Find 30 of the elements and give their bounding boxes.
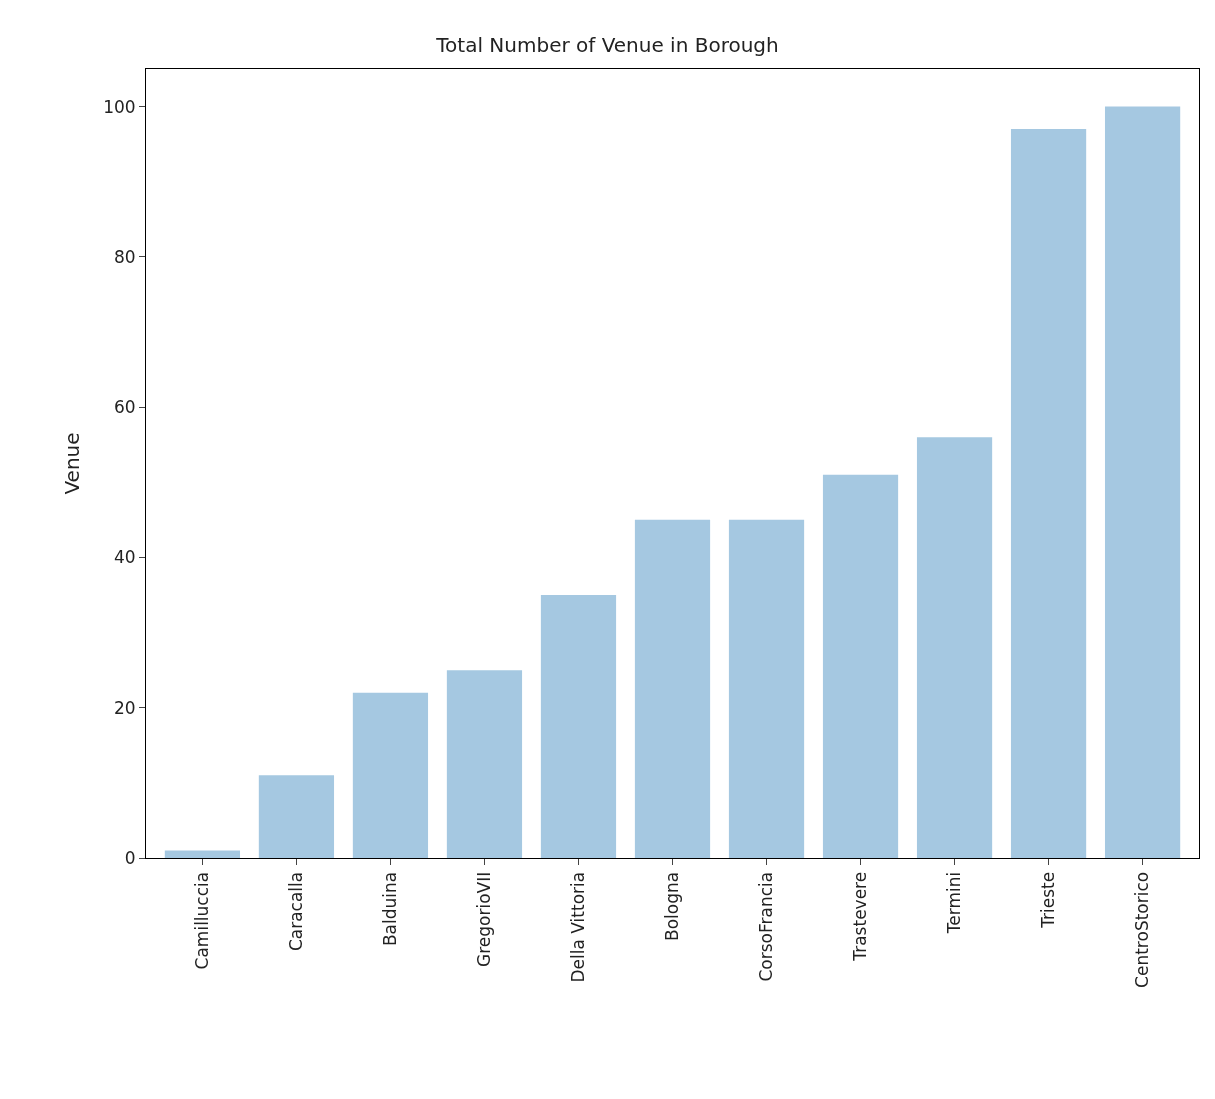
y-tick-label: 100: [103, 96, 136, 117]
bar: [1010, 129, 1087, 858]
bar: [1104, 106, 1181, 858]
x-tick-label: Camilluccia: [191, 871, 212, 970]
bar: [822, 474, 899, 858]
y-tick-label: 40: [113, 547, 136, 568]
x-tick-label: Balduina: [379, 871, 400, 947]
bar: [446, 670, 523, 858]
bar: [916, 437, 993, 858]
bar: [540, 595, 617, 858]
chart-title: Total Number of Venue in Borough: [435, 33, 779, 57]
bar: [728, 519, 805, 858]
x-tick-label: Bologna: [662, 871, 683, 941]
y-tick-label: 0: [124, 847, 136, 868]
x-tick-label: Della Vittoria: [568, 871, 589, 983]
x-tick-label: Trieste: [1038, 871, 1059, 929]
x-tick-label: Termini: [944, 871, 965, 935]
bar: [258, 775, 335, 858]
x-tick-label: Caracalla: [285, 871, 306, 952]
bar: [164, 850, 241, 858]
x-tick-label: Trastevere: [850, 871, 871, 962]
bar: [634, 519, 711, 858]
y-tick-label: 60: [113, 397, 136, 418]
y-tick-label: 20: [113, 697, 136, 718]
x-tick-label: CentroStorico: [1132, 871, 1153, 988]
bar: [352, 692, 429, 858]
y-axis-title: Venue: [59, 432, 84, 495]
x-tick-label: GregorioVII: [473, 871, 494, 968]
x-tick-label: CorsoFrancia: [756, 871, 777, 982]
y-tick-label: 80: [113, 246, 136, 267]
